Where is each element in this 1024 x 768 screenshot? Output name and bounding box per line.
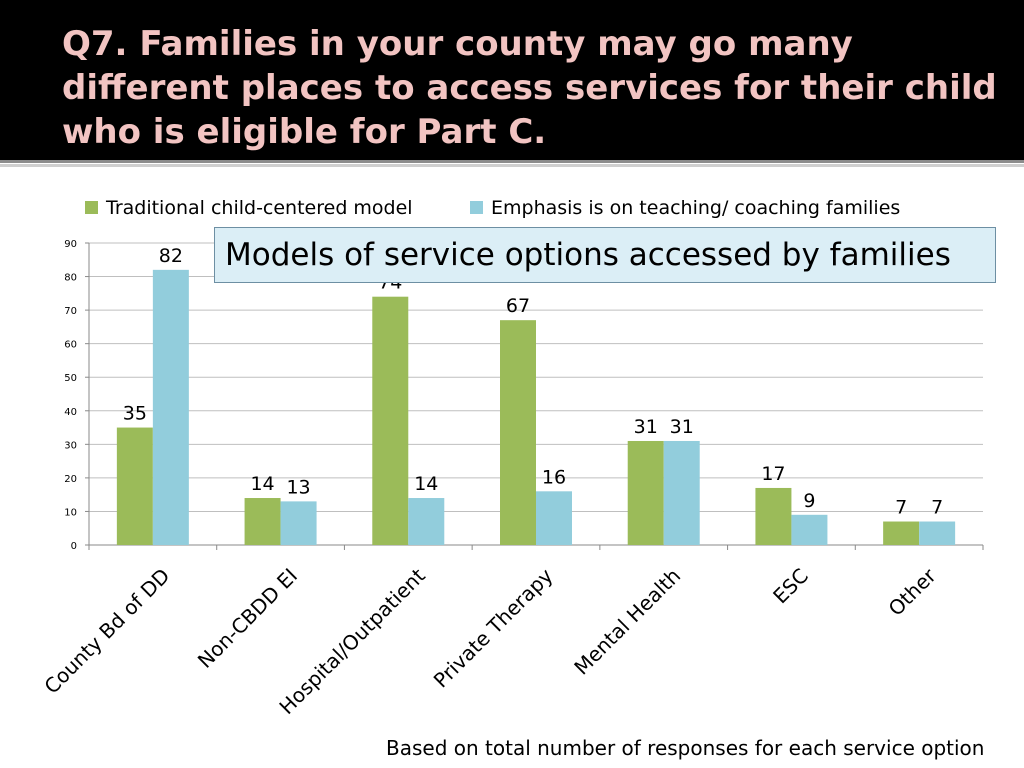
footnote: Based on total number of responses for e…	[386, 736, 985, 760]
bar	[883, 521, 920, 545]
data-label: 9	[803, 490, 815, 512]
y-tick-label: 50	[64, 373, 77, 384]
bar	[152, 269, 189, 545]
legend-label: Emphasis is on teaching/ coaching famili…	[491, 197, 900, 219]
data-label: 16	[542, 466, 566, 488]
data-label: 82	[159, 245, 183, 267]
legend-label: Traditional child-centered model	[105, 197, 413, 219]
bar	[791, 514, 828, 545]
x-category-label: County Bd of DD	[39, 564, 174, 699]
x-category-label: Other	[884, 563, 942, 621]
data-label: 13	[286, 476, 310, 498]
y-tick-label: 20	[64, 474, 77, 485]
bar	[372, 296, 409, 545]
x-category-label: Hospital/Outpatient	[274, 563, 430, 719]
bar	[663, 440, 700, 545]
title-divider	[0, 160, 1024, 163]
slide-title: Q7. Families in your county may go many …	[62, 24, 997, 152]
data-label: 14	[414, 473, 438, 495]
x-category-label: Non-CBDD EI	[193, 564, 302, 673]
bar-chart: 0 10 20 30 40 50 60 70 80 90 35 82 County Bd of DD 14…	[39, 197, 984, 719]
data-label: 35	[123, 403, 147, 425]
data-label: 67	[506, 295, 530, 317]
x-category-label: Mental Health	[569, 564, 685, 680]
x-category-label: Private Therapy	[429, 563, 558, 692]
data-label: 17	[761, 463, 785, 485]
title-band: Q7. Families in your county may go many …	[0, 0, 1024, 160]
data-label: 31	[634, 416, 658, 438]
bar	[280, 501, 317, 545]
data-label: 31	[670, 416, 694, 438]
y-tick-label: 80	[64, 273, 77, 284]
legend-swatch	[85, 201, 98, 214]
bar	[408, 498, 445, 545]
data-label: 14	[250, 473, 274, 495]
y-tick-label: 30	[64, 440, 77, 451]
bar	[627, 440, 664, 545]
y-tick-label: 40	[64, 407, 77, 418]
y-tick-label: 10	[64, 507, 77, 518]
chart-callout: Models of service options accessed by fa…	[214, 227, 996, 283]
bar	[755, 487, 792, 545]
y-tick-label: 90	[64, 239, 77, 250]
x-category-label: ESC	[768, 564, 813, 609]
bar	[536, 491, 572, 545]
bar	[244, 498, 281, 545]
y-tick-label: 0	[71, 541, 77, 552]
bar	[919, 521, 956, 545]
y-tick-label: 60	[64, 340, 77, 351]
y-tick-label: 70	[64, 306, 77, 317]
bar	[116, 427, 153, 545]
legend-swatch	[470, 201, 483, 214]
data-label: 7	[931, 497, 943, 519]
title-divider-light	[0, 164, 1024, 167]
data-label: 7	[895, 497, 907, 519]
bar	[500, 320, 536, 545]
